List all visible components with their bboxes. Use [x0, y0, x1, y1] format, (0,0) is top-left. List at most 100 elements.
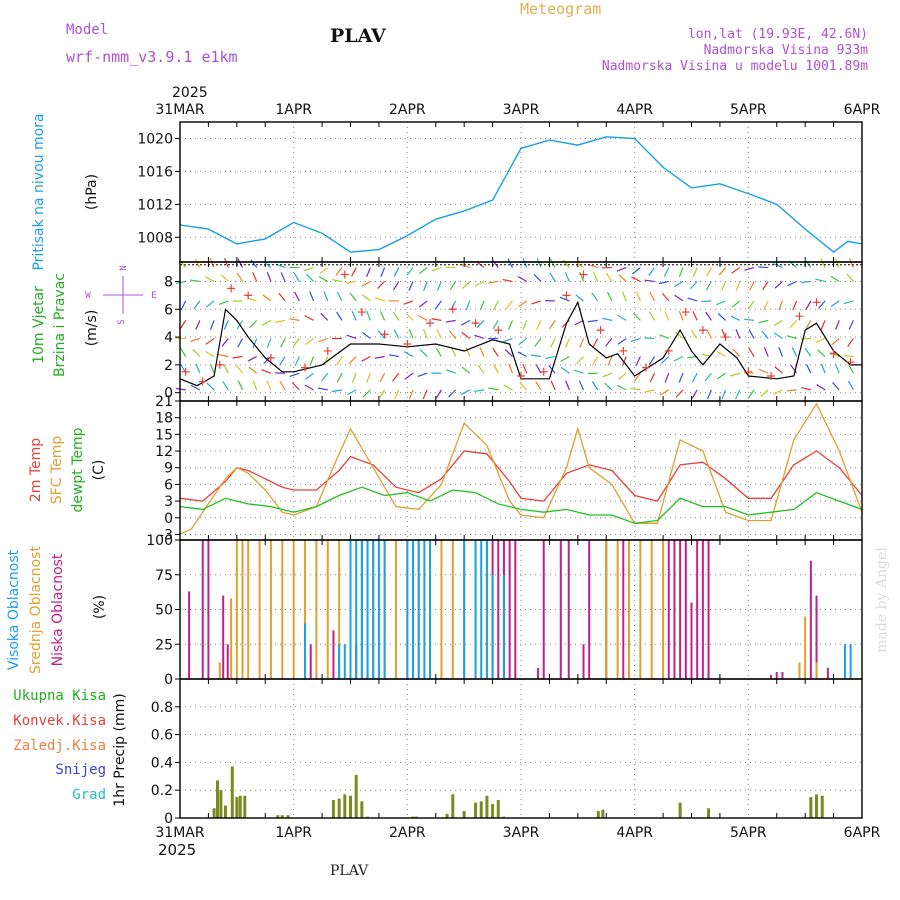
- wind-arrow: [392, 372, 400, 382]
- wind-arrow: [747, 389, 755, 399]
- cloud-bar: [582, 644, 585, 679]
- wind-arrow: [431, 266, 442, 272]
- wind-arrow: [804, 347, 812, 357]
- wind-arrow: [351, 267, 357, 277]
- y-tick-label: 2: [164, 358, 173, 374]
- wind-arrow: [778, 300, 783, 311]
- wind-arrow: [502, 337, 513, 343]
- wind-arrow: [362, 294, 371, 302]
- wind-arrow: [362, 389, 371, 398]
- wind-arrow: [393, 329, 400, 339]
- wind-arrow: [559, 296, 570, 302]
- y-tick-label: 25: [155, 637, 173, 653]
- time-label-top: 3APR: [503, 102, 540, 118]
- wind-arrow: [531, 300, 542, 305]
- cloud-bar: [355, 540, 358, 679]
- precip-legend-freezing: Zaledj.Kisa: [13, 738, 106, 754]
- wind-arrow: [460, 319, 471, 326]
- wind-arrow: [735, 281, 741, 291]
- wind-arrow: [493, 300, 499, 311]
- time-label-bottom: 6APR: [844, 825, 881, 841]
- panel-clouds: 0 25 50 75 100: [146, 533, 862, 688]
- wind-arrow: [721, 281, 727, 291]
- wind-arrow: [336, 291, 343, 302]
- wind-arrow: [578, 380, 585, 391]
- cloud-bar: [667, 540, 670, 679]
- gust-marker: [698, 326, 707, 335]
- wind-arrow: [247, 355, 258, 362]
- cloud-bar: [247, 540, 250, 679]
- cloud-bar: [338, 644, 341, 679]
- wind-arrow: [461, 366, 471, 374]
- y-tick-label: 0.6: [151, 728, 173, 744]
- wind-arrow: [830, 300, 840, 307]
- wind-arrow: [374, 297, 385, 302]
- wind-arrow: [235, 364, 243, 374]
- cloud-bar: [770, 674, 773, 679]
- precip-bar: [451, 794, 455, 818]
- wind-arrow: [517, 351, 527, 358]
- wind-arrow: [535, 381, 542, 391]
- cloud-bar: [315, 540, 318, 679]
- wind-arrow: [175, 387, 186, 391]
- wind-arrow: [648, 267, 656, 276]
- wind-arrow: [336, 356, 343, 366]
- wind-arrow: [800, 386, 811, 391]
- cloud-bar: [809, 560, 812, 679]
- wind-arrow: [664, 310, 670, 321]
- wind-arrow: [419, 348, 428, 357]
- wind-arrow: [820, 363, 826, 374]
- time-label-bottom: 2APR: [389, 825, 426, 841]
- wind-arrow: [380, 267, 386, 278]
- wind-arrow: [209, 258, 215, 268]
- wind-arrow: [318, 337, 328, 343]
- wind-arrow: [224, 258, 229, 268]
- wind-arrow: [848, 320, 855, 330]
- wind-ylabel-1: 10m Vjetar: [31, 286, 47, 364]
- wind-arrow: [575, 294, 584, 302]
- wind-arrow: [293, 272, 300, 282]
- wind-arrow: [832, 382, 840, 391]
- wind-arrow: [834, 363, 840, 374]
- wind-ylabel-2: Brzina i Pravac: [52, 273, 68, 377]
- y-tick-label: 15: [155, 427, 173, 443]
- cloud-bar: [781, 672, 784, 679]
- wind-arrow: [747, 300, 755, 310]
- cloud-bar: [440, 540, 443, 679]
- y-tick-label: 6: [164, 477, 173, 493]
- wind-arrow: [717, 372, 726, 380]
- time-label-bottom: 31MAR: [155, 825, 204, 841]
- y-tick-label: 9: [164, 461, 173, 477]
- gust-marker: [767, 371, 776, 380]
- temp-unit: (C): [91, 460, 107, 481]
- cloud-bar: [627, 540, 630, 679]
- cloud-bar: [349, 540, 352, 679]
- top-time-labels: 31MAR 1APR 2APR 3APR 4APR 5APR 6APR: [155, 102, 880, 118]
- wind-arrow: [474, 389, 485, 393]
- wind-arrow: [749, 281, 755, 291]
- wind-arrow: [252, 338, 258, 348]
- wind-arrow: [690, 330, 698, 339]
- wind-arrow: [280, 338, 286, 348]
- cloud-bar: [679, 540, 682, 679]
- wind-arrow: [674, 294, 684, 302]
- y-tick-label: 0: [164, 511, 173, 527]
- cloud-bar: [417, 540, 420, 679]
- wind-arrow: [701, 300, 712, 303]
- pressure-unit: (hPa): [84, 174, 100, 210]
- cloud-bar: [622, 540, 625, 679]
- wind-arrow: [748, 347, 755, 357]
- wind-arrow: [262, 294, 272, 302]
- wind-arrow: [730, 372, 740, 377]
- precip-bar: [276, 815, 280, 818]
- precip-unit: 1hr Precip (mm): [112, 693, 128, 806]
- wind-arrow: [847, 380, 854, 391]
- gust-marker: [812, 298, 821, 307]
- cloud-bar: [309, 644, 312, 679]
- wind-arrow: [492, 347, 499, 357]
- wind-arrow: [705, 311, 712, 321]
- wind-arrow: [835, 320, 840, 330]
- wind-arrow: [223, 320, 229, 330]
- wind-arrow: [791, 347, 798, 357]
